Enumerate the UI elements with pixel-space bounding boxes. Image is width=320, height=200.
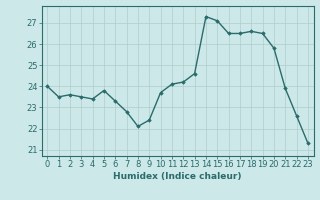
X-axis label: Humidex (Indice chaleur): Humidex (Indice chaleur) — [113, 172, 242, 181]
